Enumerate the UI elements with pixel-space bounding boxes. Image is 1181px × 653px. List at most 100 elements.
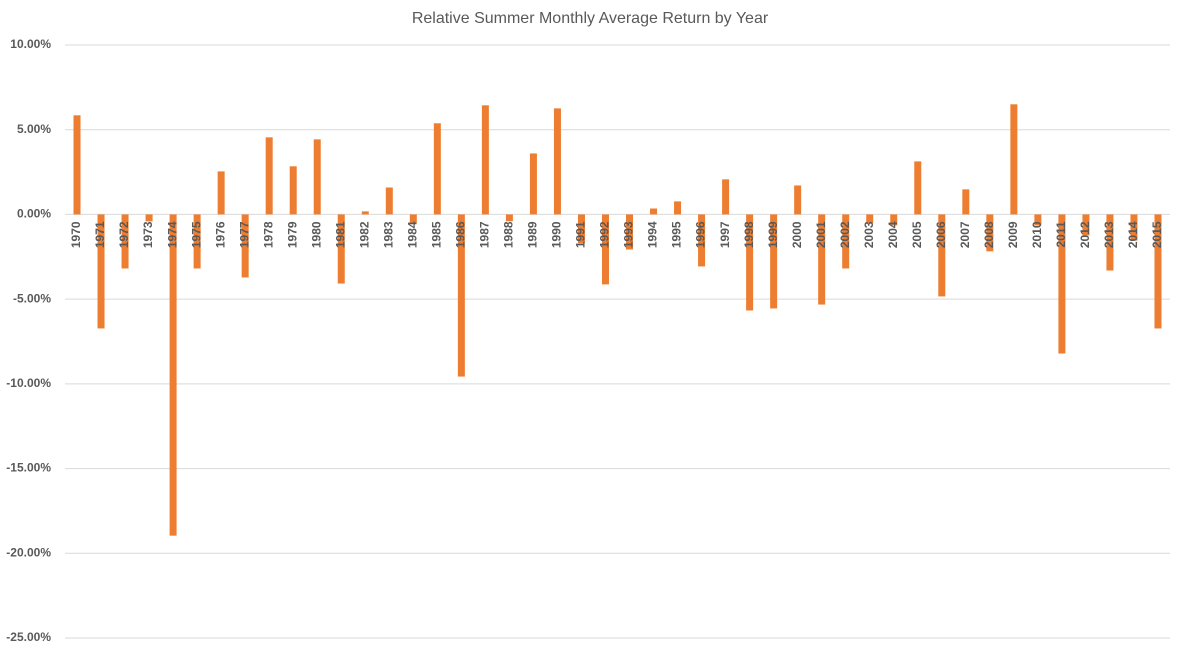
bar	[529, 153, 537, 215]
bar	[457, 214, 465, 377]
x-tick-label: 1977	[237, 221, 251, 248]
x-tick-label: 1971	[93, 221, 107, 248]
bar	[601, 214, 609, 285]
x-tick-label: 2008	[982, 221, 996, 248]
x-tick-label: 2007	[958, 221, 972, 248]
x-tick-label: 2006	[934, 221, 948, 248]
bar	[674, 201, 682, 215]
y-tick-label: -10.00%	[6, 376, 51, 390]
x-tick-label: 1992	[598, 221, 612, 248]
x-tick-label: 1991	[574, 221, 588, 248]
x-tick-label: 2010	[1030, 221, 1044, 248]
bar	[770, 214, 778, 309]
bar	[409, 214, 417, 223]
x-tick-label: 1979	[285, 221, 299, 248]
x-tick-label: 1981	[333, 221, 347, 248]
bar	[481, 105, 489, 215]
bar	[577, 214, 585, 244]
x-tick-label: 1988	[502, 221, 516, 248]
x-tick-label: 2000	[790, 221, 804, 248]
bar	[313, 139, 321, 215]
x-tick-label: 2005	[910, 221, 924, 248]
bar	[361, 211, 369, 215]
x-tick-label: 1999	[766, 221, 780, 248]
bar	[1106, 214, 1114, 271]
bar	[553, 108, 561, 215]
bar	[866, 214, 874, 223]
bar	[962, 189, 970, 215]
x-tick-label: 2009	[1006, 221, 1020, 248]
bar	[1154, 214, 1162, 329]
bar	[1082, 214, 1090, 236]
bar	[1058, 214, 1066, 354]
x-tick-label: 1986	[454, 221, 468, 248]
bar	[433, 123, 441, 215]
y-tick-label: -5.00%	[13, 291, 51, 305]
bar	[241, 214, 249, 278]
x-tick-label: 2012	[1078, 221, 1092, 248]
bar	[626, 214, 634, 250]
bar	[97, 214, 105, 329]
x-tick-label: 2003	[862, 221, 876, 248]
y-tick-label: 0.00%	[17, 207, 51, 221]
x-tick-label: 1974	[165, 221, 179, 248]
x-tick-label: 1985	[430, 221, 444, 248]
x-tick-label: 1983	[381, 221, 395, 248]
bar	[1010, 104, 1018, 215]
x-tick-label: 1989	[526, 221, 540, 248]
bar	[145, 214, 153, 222]
y-tick-label: 10.00%	[10, 37, 51, 51]
bar	[698, 214, 706, 267]
bar	[1034, 214, 1042, 226]
x-tick-label: 1996	[694, 221, 708, 248]
bar	[722, 179, 730, 215]
chart-title: Relative Summer Monthly Average Return b…	[412, 10, 769, 27]
bar	[505, 214, 513, 222]
bar	[938, 214, 946, 297]
x-tick-label: 1984	[405, 221, 419, 248]
x-tick-label: 2001	[814, 221, 828, 248]
x-tick-label: 1978	[261, 221, 275, 248]
bar	[169, 214, 177, 536]
x-tick-label: 2014	[1126, 221, 1140, 248]
y-tick-label: -20.00%	[6, 545, 51, 559]
x-tick-label: 1975	[189, 221, 203, 248]
bar	[794, 185, 802, 215]
x-tick-label: 1998	[742, 221, 756, 248]
bar	[746, 214, 754, 311]
bar	[289, 166, 297, 215]
bar	[73, 115, 81, 215]
x-tick-label: 1970	[69, 221, 83, 248]
bar	[121, 214, 129, 269]
y-tick-label: 5.00%	[17, 122, 51, 136]
bar	[986, 214, 994, 252]
bar	[265, 137, 273, 215]
x-tick-label: 1980	[309, 221, 323, 248]
x-tick-label: 2015	[1150, 221, 1164, 248]
y-tick-label: -25.00%	[6, 630, 51, 644]
x-tick-label: 1995	[670, 221, 684, 248]
bar	[842, 214, 850, 269]
bar	[914, 161, 922, 215]
y-tick-label: -15.00%	[6, 461, 51, 475]
bar	[337, 214, 345, 284]
x-tick-label: 1972	[117, 221, 131, 248]
x-tick-label: 1997	[718, 221, 732, 248]
x-tick-label: 1987	[478, 221, 492, 248]
bar	[890, 214, 898, 226]
x-tick-label: 1990	[550, 221, 564, 248]
x-tick-label: 1982	[357, 221, 371, 248]
bar	[385, 187, 393, 215]
x-tick-label: 1973	[141, 221, 155, 248]
x-tick-label: 2004	[886, 221, 900, 248]
x-tick-label: 2002	[838, 221, 852, 248]
bar	[1130, 214, 1138, 241]
bar	[650, 208, 658, 215]
x-tick-label: 1994	[646, 221, 660, 248]
x-tick-label: 2013	[1102, 221, 1116, 248]
x-tick-label: 2011	[1054, 221, 1068, 247]
bar	[217, 171, 225, 215]
x-tick-label: 1993	[622, 221, 636, 248]
bar	[818, 214, 826, 305]
